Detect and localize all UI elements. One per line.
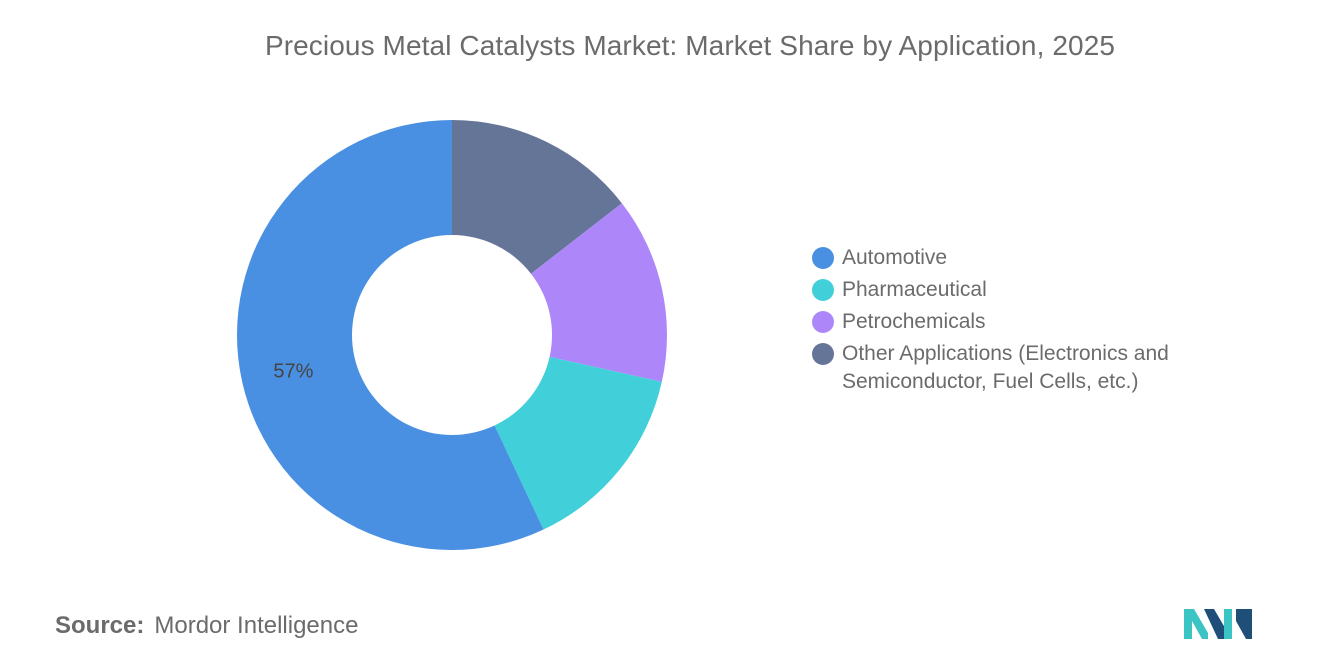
slice-petrochemicals: [531, 203, 667, 382]
chart-title: Precious Metal Catalysts Market: Market …: [264, 30, 1116, 61]
data-labels: 57%: [273, 360, 313, 382]
legend-swatch-automotive: [812, 247, 834, 269]
slice-automotive: [236, 120, 544, 551]
legend-label: Automotive: [842, 246, 948, 269]
slice-pharmaceutical: [494, 356, 662, 530]
mordor-intelligence-logo-icon: [1184, 609, 1252, 639]
legend-label: Other Applications (Electronics and Semi…: [842, 342, 1169, 393]
legend: Automotive Pharmaceutical Petrochemicals…: [812, 244, 1232, 404]
legend-swatch-other-applications: [812, 343, 834, 365]
data-label: 57%: [273, 360, 313, 382]
legend-swatch-pharmaceutical: [812, 279, 834, 301]
source-value: Mordor Intelligence: [154, 612, 359, 639]
legend-label: Petrochemicals: [842, 310, 986, 333]
legend-swatch-petrochemicals: [812, 311, 834, 333]
legend-item-automotive: Automotive: [812, 244, 1232, 272]
slice-other: [452, 120, 622, 274]
legend-item-pharmaceutical: Pharmaceutical: [812, 276, 1232, 304]
legend-item-petrochemicals: Petrochemicals: [812, 308, 1232, 336]
source-note: Source: Mordor Intelligence: [55, 612, 358, 640]
source-label: Source:: [55, 612, 145, 639]
donut-slices: [236, 120, 667, 551]
legend-label: Pharmaceutical: [842, 278, 987, 301]
legend-item-other-applications: Other Applications (Electronics and Semi…: [812, 340, 1232, 396]
